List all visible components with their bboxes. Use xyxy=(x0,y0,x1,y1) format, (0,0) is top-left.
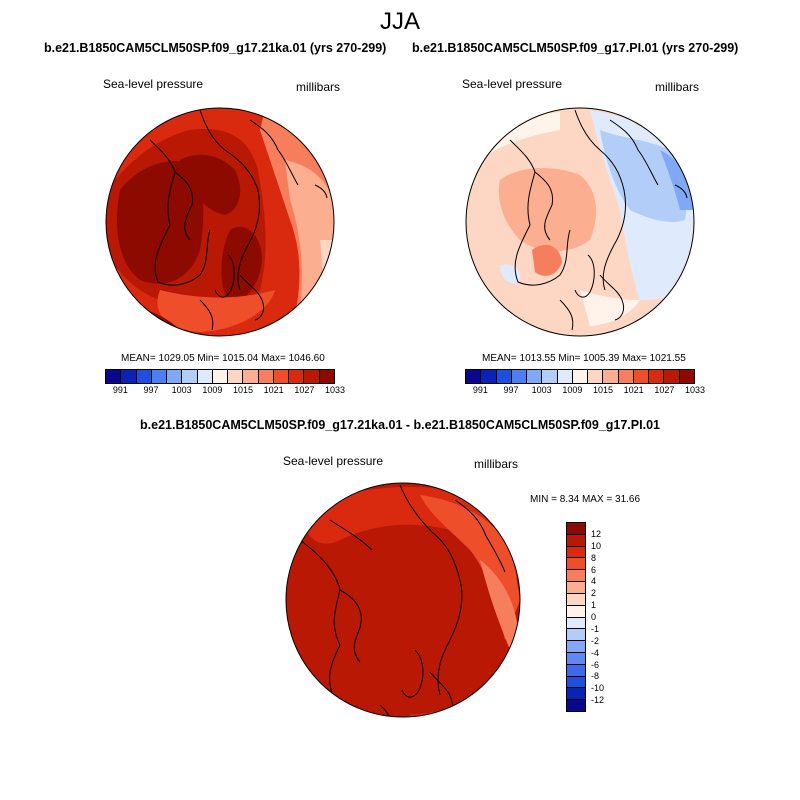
colorbar-tick-label: 2 xyxy=(591,588,597,599)
colorbar-swatch xyxy=(567,605,585,618)
colorbar-tick-label: 1021 xyxy=(623,385,644,395)
colorbar-swatch xyxy=(151,370,168,383)
colorbar-tick-label: 997 xyxy=(503,385,519,395)
diff-panel-title: b.e21.B1850CAM5CLM50SP.f09_g17.21ka.01 -… xyxy=(140,418,660,432)
colorbar-tick-label: 1015 xyxy=(232,385,254,395)
colorbar-tick-label: 12 xyxy=(591,528,602,539)
colorbar-tick-label: 1033 xyxy=(324,385,346,395)
colorbar-tick-label: 1033 xyxy=(684,385,706,395)
colorbar-swatch xyxy=(121,370,137,383)
colorbar-tick-label: -8 xyxy=(591,671,600,682)
colorbar-tick-label: -10 xyxy=(591,683,605,694)
colorbar-swatch xyxy=(603,370,619,383)
colorbar-swatch xyxy=(567,700,585,711)
colorbar-tick-label: 6 xyxy=(591,564,597,575)
left-variable-label: Sea-level pressure xyxy=(103,77,204,91)
colorbar-swatch xyxy=(243,370,259,383)
colorbar-tick-label: -12 xyxy=(591,695,605,706)
left-panel-title: b.e21.B1850CAM5CLM50SP.f09_g17.21ka.01 (… xyxy=(44,41,387,55)
colorbar-swatch xyxy=(167,370,183,383)
left-stats: MEAN= 1029.05 Min= 1015.04 Max= 1046.60 xyxy=(121,353,325,364)
colorbar-tick-label: 1009 xyxy=(562,385,583,395)
colorbar-swatch xyxy=(212,370,229,383)
colorbar-swatch xyxy=(567,523,585,535)
colorbar-tick-label: 0 xyxy=(591,612,597,622)
colorbar-tick-label: 1003 xyxy=(171,385,192,395)
diff-variable-label: Sea-level pressure xyxy=(283,454,384,468)
colorbar-tick-label: -1 xyxy=(591,623,600,634)
colorbar-tick-label: 4 xyxy=(591,576,597,587)
colorbar-tick-label: 997 xyxy=(143,385,159,395)
colorbar-swatch xyxy=(289,370,305,383)
colorbar-tick-label: -6 xyxy=(591,659,600,670)
colorbar-swatch xyxy=(527,370,543,383)
colorbar-swatch xyxy=(567,534,585,547)
colorbar-swatch xyxy=(511,370,528,383)
diff-stats: MIN = 8.34 MAX = 31.66 xyxy=(530,494,641,505)
colorbar-swatch xyxy=(649,370,665,383)
colorbar-swatch xyxy=(679,370,694,383)
colorbar-swatch xyxy=(466,370,482,383)
colorbar-swatch xyxy=(182,370,198,383)
colorbar-swatch xyxy=(136,370,152,383)
colorbar-swatch xyxy=(664,370,680,383)
colorbar-swatch xyxy=(106,370,122,383)
right-variable-label: Sea-level pressure xyxy=(462,77,563,91)
colorbar-swatch xyxy=(567,617,585,630)
colorbar-swatch xyxy=(572,370,589,383)
colorbar-swatch xyxy=(557,370,573,383)
colorbar-swatch xyxy=(567,582,585,594)
colorbar-swatch xyxy=(588,370,604,383)
colorbar-tick-label: -4 xyxy=(591,647,600,658)
colorbar-swatch xyxy=(197,370,213,383)
colorbar-swatch xyxy=(258,370,274,383)
colorbar-swatch xyxy=(228,370,244,383)
left-colorbar-ticks: 991 997 1003 1009 1015 1021 1027 1033 xyxy=(105,385,345,397)
colorbar-tick-label: -2 xyxy=(591,635,600,646)
right-stats: MEAN= 1013.55 Min= 1005.39 Max= 1021.55 xyxy=(482,353,686,364)
left-units-label: millibars xyxy=(296,80,341,94)
colorbar-swatch xyxy=(273,370,290,383)
colorbar-tick-label: 1027 xyxy=(294,385,315,395)
colorbar-tick-label: 8 xyxy=(591,552,597,563)
season-title: JJA xyxy=(379,8,420,35)
colorbar-swatch xyxy=(618,370,634,383)
right-colorbar xyxy=(465,369,695,384)
colorbar-tick-label: 991 xyxy=(472,385,488,395)
colorbar-tick-label: 1021 xyxy=(263,385,284,395)
colorbar-tick-label: 1015 xyxy=(592,385,614,395)
colorbar-swatch xyxy=(481,370,497,383)
colorbar-tick-label: 1 xyxy=(591,600,597,611)
colorbar-swatch xyxy=(567,570,585,583)
colorbar-swatch xyxy=(567,652,585,665)
colorbar-tick-label: 991 xyxy=(112,385,128,395)
diff-units-label: millibars xyxy=(474,457,519,471)
colorbar-swatch xyxy=(567,688,585,701)
colorbar-swatch xyxy=(304,370,320,383)
colorbar-swatch xyxy=(496,370,512,383)
diff-colorbar xyxy=(566,522,586,712)
left-colorbar xyxy=(105,369,335,384)
colorbar-tick-label: 1003 xyxy=(531,385,552,395)
colorbar-swatch xyxy=(567,676,585,689)
colorbar-tick-label: 10 xyxy=(591,540,602,551)
colorbar-swatch xyxy=(633,370,650,383)
colorbar-swatch xyxy=(567,629,585,642)
colorbar-swatch xyxy=(567,546,585,559)
right-panel-title: b.e21.B1850CAM5CLM50SP.f09_g17.PI.01 (yr… xyxy=(412,41,739,55)
right-units-label: millibars xyxy=(655,80,700,94)
diff-colorbar-ticks: 12 10 8 6 4 2 1 0 -1 -2 -4 -6 -8 -10 -12 xyxy=(591,522,621,710)
colorbar-tick-label: 1009 xyxy=(202,385,223,395)
colorbar-tick-label: 1027 xyxy=(654,385,675,395)
colorbar-swatch xyxy=(567,593,585,606)
colorbar-swatch xyxy=(567,558,585,571)
colorbar-swatch xyxy=(567,664,585,677)
right-colorbar-ticks: 991 997 1003 1009 1015 1021 1027 1033 xyxy=(465,385,705,397)
colorbar-swatch xyxy=(542,370,558,383)
colorbar-swatch xyxy=(567,641,585,653)
colorbar-swatch xyxy=(319,370,334,383)
